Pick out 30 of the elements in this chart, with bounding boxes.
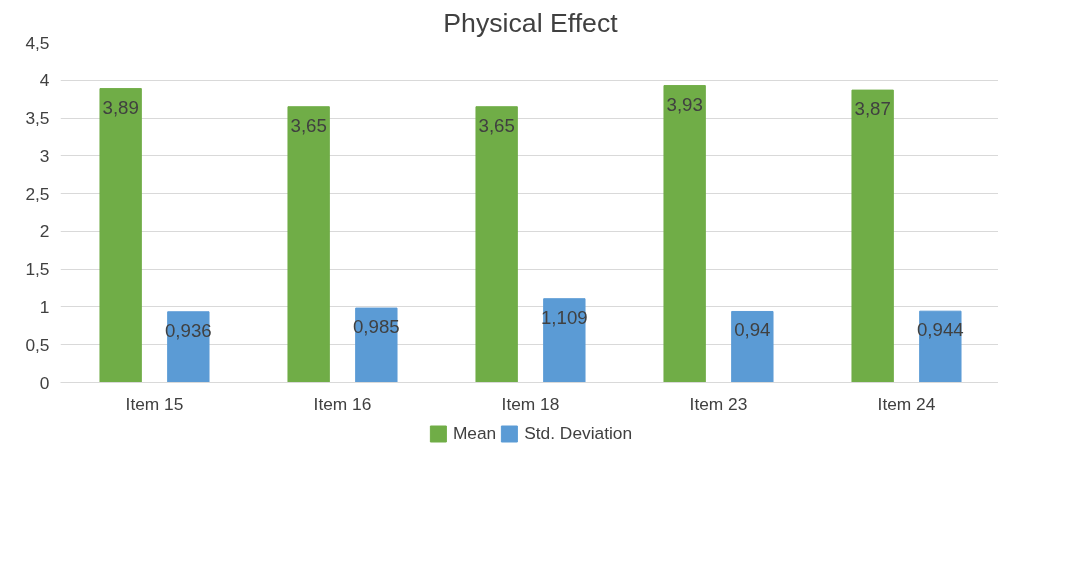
y-tick-label: 4 (39, 70, 50, 91)
bar (663, 85, 706, 383)
x-tick-label: Item 18 (501, 393, 560, 414)
data-label: 3,87 (854, 98, 891, 120)
bar (731, 310, 774, 383)
data-label: 3,65 (478, 114, 515, 136)
bar (475, 106, 518, 383)
data-label: 3,65 (290, 114, 327, 136)
y-tick-label: 2,5 (25, 183, 50, 204)
y-tick-label: 0 (39, 372, 50, 393)
legend-label: Mean (452, 422, 497, 444)
legend-label: Std. Deviation (524, 422, 633, 444)
bar (99, 88, 142, 383)
y-tick-label: 3 (39, 145, 50, 166)
chart-title: Physical Effect (443, 7, 619, 38)
bar (287, 106, 330, 383)
y-tick-label: 2 (39, 221, 50, 242)
y-tick-label: 1,5 (25, 259, 50, 280)
data-label: 0,94 (734, 319, 771, 341)
x-tick-label: Item 24 (877, 393, 936, 414)
bar (851, 89, 894, 383)
data-label: 3,89 (102, 96, 139, 118)
x-tick-label: Item 16 (313, 393, 372, 414)
x-tick-label: Item 15 (125, 393, 184, 414)
data-label: 3,93 (666, 93, 703, 115)
y-tick-label: 3,5 (25, 108, 50, 129)
y-tick-label: 1 (39, 296, 50, 317)
x-tick-label: Item 23 (689, 393, 748, 414)
y-tick-label: 0,5 (25, 334, 50, 355)
y-tick-label: 4,5 (25, 32, 50, 53)
